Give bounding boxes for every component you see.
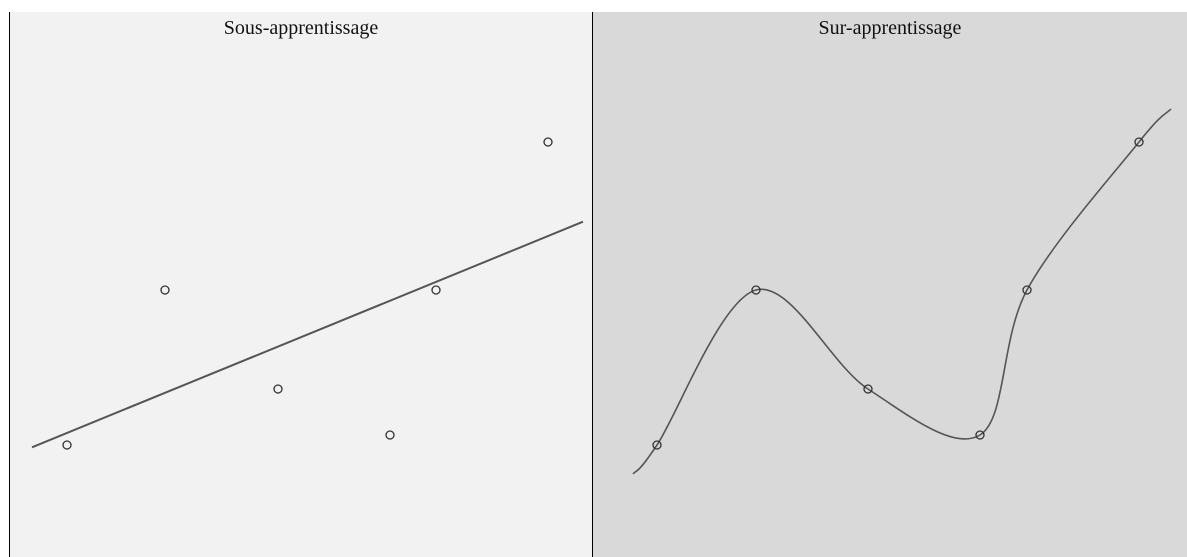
overfitting-data-point-2 xyxy=(751,285,761,295)
underfitting-data-point-6 xyxy=(543,137,553,147)
underfitting-data-point-2 xyxy=(160,285,170,295)
overfitting-data-point-1 xyxy=(652,440,662,450)
overfitting-panel: Sur-apprentissage xyxy=(593,12,1187,557)
underfitting-data-point-5 xyxy=(431,285,441,295)
underfitting-title: Sous-apprentissage xyxy=(223,17,379,39)
linear-fit-line xyxy=(31,220,584,449)
interpolating-fit-curve xyxy=(632,108,1172,475)
overfitting-data-point-6 xyxy=(1134,137,1144,147)
underfitting-plot xyxy=(31,137,584,450)
overfitting-data-point-4 xyxy=(975,430,985,440)
overfitting-data-point-3 xyxy=(863,384,873,394)
overfitting-data-point-5 xyxy=(1022,285,1032,295)
overfitting-title: Sur-apprentissage xyxy=(818,17,962,39)
underfitting-data-point-4 xyxy=(385,430,395,440)
underfitting-data-point-1 xyxy=(62,440,72,450)
underfitting-data-point-3 xyxy=(273,384,283,394)
overfitting-plot xyxy=(632,108,1172,475)
underfitting-panel: Sous-apprentissage xyxy=(9,12,593,557)
